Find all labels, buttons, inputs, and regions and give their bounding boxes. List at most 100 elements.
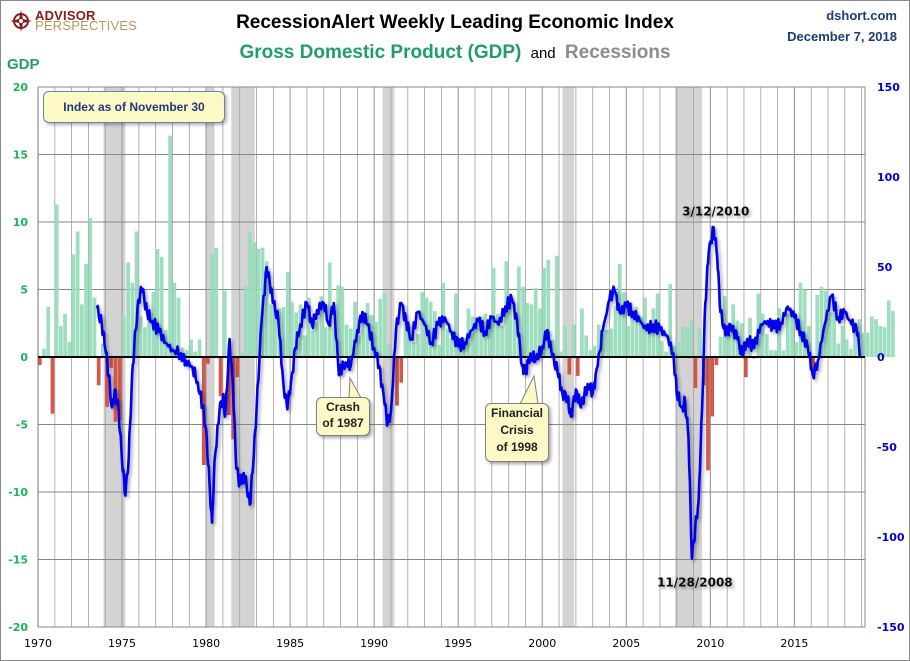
gdp-bar (42, 348, 46, 357)
callout-financial-crisis-1998: Financial Crisis of 1998 (485, 403, 549, 462)
gdp-bar (126, 262, 130, 357)
gdp-bar (781, 350, 786, 357)
gdp-bar (638, 316, 643, 357)
gdp-bar (563, 325, 567, 357)
logo-line1: ADVISOR (35, 8, 96, 23)
callout-line: Financial (490, 406, 543, 420)
gdp-bar (849, 348, 853, 357)
gdp-bar (664, 351, 668, 357)
gdp-bar (122, 316, 126, 357)
x-axis-tick-label: 1975 (108, 637, 136, 650)
gdp-bar (891, 311, 895, 357)
x-axis-tick-label: 1985 (276, 637, 304, 650)
gdp-bar (96, 357, 101, 386)
gdp-bar (764, 334, 769, 357)
gdp-bar (256, 249, 261, 357)
gdp-bar (874, 319, 878, 357)
right-axis-tick-label: 0 (877, 351, 885, 364)
gdp-bar (865, 332, 870, 357)
gdp-bar (676, 342, 681, 357)
gdp-bar (601, 330, 605, 357)
gdp-bar (214, 247, 219, 357)
gdp-bar (67, 342, 72, 357)
gdp-bar (323, 327, 328, 357)
gdp-bar (353, 301, 357, 357)
gdp-bar (739, 323, 744, 357)
gdp-bar (680, 325, 685, 357)
gdp-bar (647, 327, 652, 357)
gdp-bar (420, 292, 425, 357)
gdp-bar (306, 297, 311, 357)
gdp-bar (63, 313, 67, 357)
gdp-bar (685, 327, 689, 357)
gdp-bar (853, 327, 857, 357)
gdp-bar (168, 135, 172, 357)
gdp-bar (517, 266, 521, 357)
gdp-bar (706, 357, 710, 471)
gdp-bar (46, 307, 51, 357)
x-axis-tick-label: 2010 (696, 637, 724, 650)
gdp-bar (512, 319, 517, 357)
gdp-bar (529, 304, 534, 357)
right-axis-tick-label: -100 (877, 531, 905, 544)
gdp-bar (143, 327, 147, 357)
gdp-bar (613, 305, 618, 357)
gdp-bar (445, 328, 450, 357)
gdp-bar (596, 324, 601, 357)
gdp-bar (357, 335, 362, 357)
wli-series-line (95, 225, 862, 560)
gdp-bar (832, 312, 836, 357)
gdp-bar (802, 289, 807, 357)
gdp-bar (235, 357, 240, 378)
gdp-bar (790, 313, 794, 357)
gdp-bar (886, 300, 891, 357)
gdp-bar (172, 282, 177, 357)
gdp-bar (819, 286, 824, 357)
gdp-bar (777, 308, 782, 357)
gdp-bar (882, 327, 887, 357)
left-axis-tick-label: -10 (8, 486, 28, 499)
gdp-bar (159, 257, 164, 357)
gdp-bar (521, 286, 525, 357)
gdp-bar (222, 290, 227, 357)
gdp-bar (243, 285, 248, 357)
gdp-bar (138, 316, 143, 357)
gdp-bar (395, 357, 399, 406)
gdp-bar (319, 296, 324, 357)
gdp-bar (508, 294, 513, 357)
callout-1987-pointer (348, 376, 362, 399)
gdp-bar (218, 357, 223, 397)
left-axis-tick-label: -20 (8, 621, 28, 634)
x-axis-tick-label: 2000 (528, 637, 556, 650)
gdp-bar (727, 334, 731, 357)
gdp-bar (134, 231, 139, 357)
gdp-bar (109, 357, 114, 368)
gdp-bar (155, 249, 160, 357)
callout-line: of 1998 (496, 440, 538, 454)
gdp-bar (327, 262, 332, 357)
callout-1998-pointer (519, 374, 539, 405)
chart-subtitle: Gross Domestic Product (GDP) and Recessi… (0, 42, 910, 64)
gdp-bar (80, 304, 84, 357)
gdp-bar (807, 325, 811, 357)
gdp-bar (592, 346, 597, 357)
gdp-bar (769, 350, 773, 357)
subtitle-gdp: Gross Domestic Product (GDP) (239, 42, 522, 63)
gdp-bar (416, 334, 420, 357)
right-axis-tick-label: 100 (877, 171, 900, 184)
gdp-bar (407, 325, 412, 357)
gdp-bar (252, 242, 257, 357)
gdp-bar (630, 316, 635, 357)
left-axis-tick-label: -15 (8, 554, 28, 567)
gdp-bar (332, 328, 336, 357)
x-axis-tick-label: 1970 (24, 637, 52, 650)
x-axis-tick-label: 1990 (360, 637, 388, 650)
x-axis-tick-label: 1995 (444, 637, 472, 650)
gdp-bar (659, 340, 664, 357)
gdp-bar (567, 357, 572, 375)
wli-line (95, 225, 862, 560)
gdp-bar (290, 301, 294, 357)
gdp-bar (878, 325, 883, 357)
gdp-bar (365, 303, 370, 357)
x-axis-tick-label: 2015 (780, 637, 808, 650)
